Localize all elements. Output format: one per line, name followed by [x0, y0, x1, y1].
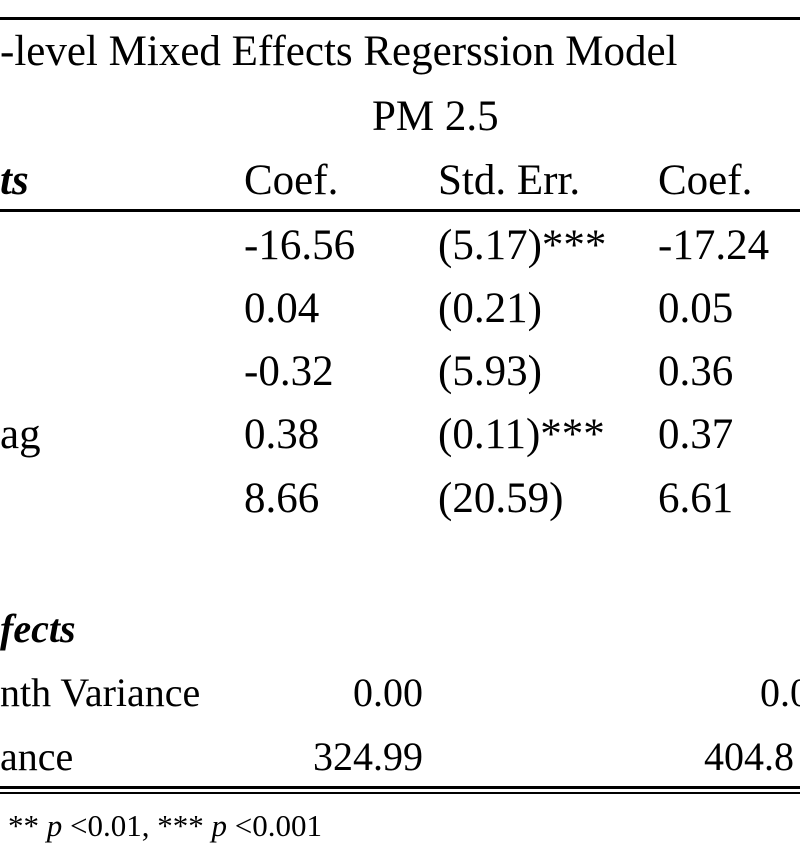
random-row-1-label: nth Variance [0, 670, 201, 715]
row-5-coef-2: 6.61 [658, 475, 734, 522]
random-effects-heading: fects [0, 606, 76, 651]
random-row-2-value-2: 404.8 [704, 734, 794, 779]
row-5-se: (20.59) [438, 475, 564, 522]
row-5-coef: 8.66 [244, 475, 320, 522]
table-subtitle: PM 2.5 [372, 93, 499, 140]
random-row-1-value-2: 0.0 [760, 670, 800, 715]
row-4-coef-2: 0.37 [658, 411, 734, 458]
bottom-rule-thin [0, 792, 800, 794]
random-row-1-value: 0.00 [353, 670, 423, 715]
row-3-coef: -0.32 [244, 348, 334, 395]
row-4-label: ag [0, 411, 41, 458]
significance-footnote: ** p <0.01, *** p <0.001 [8, 810, 322, 841]
header-section-label: ts [0, 157, 29, 204]
random-row-2-value: 324.99 [313, 734, 423, 779]
bottom-rule-thick [0, 786, 800, 789]
row-4-coef: 0.38 [244, 411, 320, 458]
row-2-se: (0.21) [438, 285, 542, 332]
row-1-coef-2: -17.24 [658, 222, 770, 269]
random-row-2-label: ance [0, 734, 74, 779]
header-std-err: Std. Err. [438, 157, 581, 204]
row-2-coef: 0.04 [244, 285, 320, 332]
row-1-se: (5.17)*** [438, 222, 607, 269]
row-2-coef-2: 0.05 [658, 285, 734, 332]
header-coef: Coef. [244, 157, 339, 204]
footnote-threshold-1: <0.01, *** [62, 808, 212, 843]
header-coef-2: Coef. [658, 157, 753, 204]
footnote-p-1: p [46, 808, 63, 843]
footnote-p-2: p [211, 808, 227, 843]
row-1-coef: -16.56 [244, 222, 356, 269]
header-rule [0, 209, 800, 212]
top-rule [0, 17, 800, 20]
row-3-se: (5.93) [438, 348, 542, 395]
footnote-threshold-2: <0.001 [226, 808, 322, 843]
row-3-coef-2: 0.36 [658, 348, 734, 395]
table-title: -level Mixed Effects Regerssion Model [0, 28, 678, 75]
footnote-stars-2: ** [8, 808, 47, 843]
row-4-se: (0.11)*** [438, 411, 605, 458]
